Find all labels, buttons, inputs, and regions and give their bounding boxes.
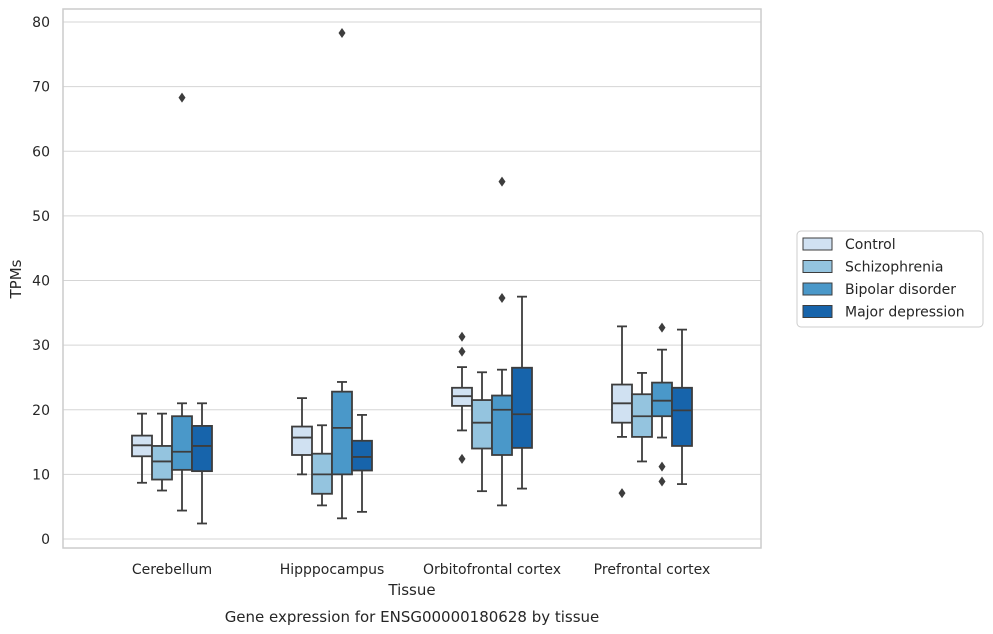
- box-control: [451, 331, 473, 464]
- box-bipolar-disorder: [651, 322, 673, 487]
- box-bipolar-disorder: [331, 27, 353, 520]
- box-schizophrenia: [311, 424, 333, 507]
- y-tick-label: 30: [32, 338, 50, 354]
- outlier-point: [658, 461, 666, 472]
- box-control: [131, 412, 153, 484]
- legend-label: Control: [845, 237, 896, 253]
- box-schizophrenia: [471, 371, 493, 493]
- iqr-box: [471, 399, 493, 450]
- x-tick-label: Orbitofrontal cortex: [423, 562, 561, 578]
- plot-frame: [62, 8, 762, 549]
- legend-label: Schizophrenia: [845, 260, 943, 276]
- box-control: [291, 397, 313, 476]
- box-control: [611, 325, 633, 499]
- y-tick-label: 70: [32, 80, 50, 96]
- iqr-box: [191, 425, 213, 473]
- box-bipolar-disorder: [491, 176, 513, 507]
- y-tick-label: 60: [32, 144, 50, 160]
- outlier-point: [178, 92, 186, 103]
- outlier-point: [658, 476, 666, 487]
- outlier-point: [338, 27, 346, 38]
- x-axis-label: Tissue: [387, 581, 435, 599]
- y-tick-label: 40: [32, 274, 50, 290]
- y-tick-label: 10: [32, 467, 50, 483]
- gridlines: [63, 21, 761, 540]
- figure-caption: Gene expression for ENSG00000180628 by t…: [225, 608, 600, 626]
- legend-label: Bipolar disorder: [845, 282, 956, 298]
- outlier-point: [658, 322, 666, 333]
- outlier-point: [458, 453, 466, 464]
- legend-swatch: [802, 305, 833, 318]
- box-bipolar-disorder: [171, 92, 193, 512]
- iqr-box: [351, 439, 373, 472]
- legend: Control Schizophrenia Bipolar disorder Majo…: [796, 230, 984, 328]
- x-tick-label: Hipppocampus: [280, 562, 385, 578]
- box-major-depression: [511, 295, 533, 490]
- tick-labels: 0 10 20 30 40 50 60 70 80 Cerebellum Hipppocampus O…: [32, 15, 710, 578]
- iqr-box: [151, 445, 173, 481]
- outlier-point: [458, 331, 466, 342]
- x-tick-label: Prefrontal cortex: [594, 562, 711, 578]
- iqr-box: [651, 381, 673, 418]
- box-major-depression: [351, 414, 373, 513]
- outlier-point: [498, 176, 506, 187]
- iqr-box: [671, 386, 693, 447]
- y-tick-label: 0: [41, 532, 50, 548]
- iqr-box: [331, 390, 353, 476]
- legend-swatch: [802, 282, 833, 296]
- boxes: [131, 27, 693, 525]
- y-axis-label: TPMs: [7, 259, 25, 299]
- box-major-depression: [191, 402, 213, 525]
- iqr-box: [511, 366, 533, 449]
- box-schizophrenia: [151, 412, 173, 492]
- legend-label: Major depression: [845, 305, 965, 321]
- iqr-box: [491, 394, 513, 456]
- legend-swatch: [802, 260, 833, 273]
- y-tick-label: 20: [32, 403, 50, 419]
- outlier-point: [618, 488, 626, 499]
- box-major-depression: [671, 328, 693, 485]
- box-schizophrenia: [631, 372, 653, 463]
- x-tick-label: Cerebellum: [132, 562, 212, 578]
- legend-frame: [796, 230, 984, 328]
- outlier-point: [458, 346, 466, 357]
- iqr-box: [171, 415, 193, 471]
- y-tick-label: 50: [32, 209, 50, 225]
- legend-swatch: [802, 237, 833, 251]
- y-tick-label: 80: [32, 15, 50, 31]
- iqr-box: [291, 425, 313, 456]
- outlier-point: [498, 292, 506, 303]
